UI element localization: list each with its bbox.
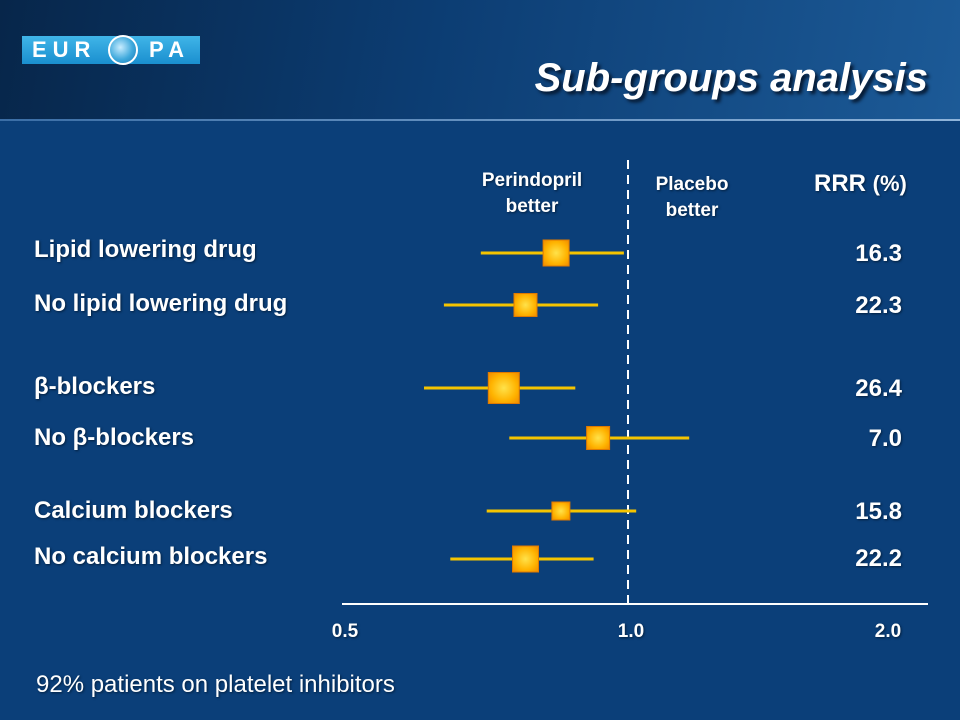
rrr-value-no-lipid: 22.3	[855, 292, 902, 319]
rrr-value-lipid: 16.3	[855, 240, 902, 267]
row-label-calcium-blockers: Calcium blockers	[34, 497, 233, 524]
rrr-header-label: RRR	[814, 170, 866, 197]
header-divider	[0, 119, 960, 121]
page-title: Sub-groups analysis	[534, 56, 928, 100]
point-estimate-0	[542, 239, 570, 267]
row-label-lipid: Lipid lowering drug	[34, 236, 257, 263]
point-estimate-4	[551, 501, 571, 521]
rrr-value-no-calcium-blockers: 22.2	[855, 545, 902, 572]
row-label-beta-blockers: β-blockers	[34, 373, 156, 400]
perindopril-better-header: Perindopril better	[472, 168, 592, 220]
footnote: 92% patients on platelet inhibitors	[36, 671, 395, 698]
perindopril-better-line2: better	[505, 196, 559, 217]
row-label-no-calcium-blockers: No calcium blockers	[34, 543, 268, 570]
point-estimate-5	[512, 545, 539, 573]
rrr-header: RRR (%)	[814, 170, 907, 198]
rrr-value-no-beta-blockers: 7.0	[868, 425, 902, 452]
placebo-better-line2: better	[665, 200, 719, 221]
placebo-better-line1: Placebo	[655, 174, 729, 195]
row-label-no-lipid: No lipid lowering drug	[34, 290, 288, 317]
logo-text-right: PA	[149, 37, 190, 62]
x-tick-label-0-5: 0.5	[331, 621, 359, 642]
perindopril-better-line1: Perindopril	[481, 170, 583, 191]
rrr-header-unit: (%)	[872, 171, 907, 196]
x-tick-label-1-0: 1.0	[617, 621, 645, 642]
logo-text-left: EUR	[32, 37, 97, 62]
rrr-value-beta-blockers: 26.4	[855, 375, 902, 402]
globe-icon	[107, 35, 138, 65]
point-estimate-2	[487, 372, 520, 404]
point-estimate-3	[586, 426, 611, 450]
point-estimate-1	[513, 293, 538, 317]
x-tick-label-2-0: 2.0	[874, 621, 902, 642]
rrr-value-calcium-blockers: 15.8	[855, 498, 902, 525]
placebo-better-header: Placebo better	[636, 172, 748, 224]
europa-logo: EUR PA	[22, 35, 200, 65]
forest-marks	[424, 239, 690, 573]
row-label-no-beta-blockers: No β-blockers	[34, 424, 195, 451]
